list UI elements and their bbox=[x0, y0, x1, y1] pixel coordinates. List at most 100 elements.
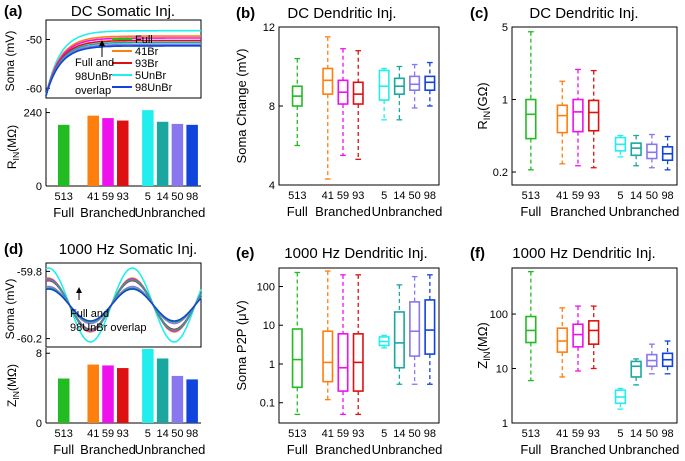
y-axis-label-text: Soma P2P (μV) bbox=[234, 300, 249, 390]
x-tick-label: 513 bbox=[288, 190, 306, 202]
y-tick-label: 12 bbox=[263, 22, 275, 34]
x-tick-label: 5 bbox=[617, 190, 623, 202]
annotation-text: Full and bbox=[70, 308, 109, 320]
trace-u14 bbox=[45, 41, 201, 96]
trace-u5 bbox=[45, 29, 201, 96]
bar-14 bbox=[156, 358, 169, 423]
y-tick-label: 5 bbox=[502, 22, 508, 34]
x-group-label: Branched bbox=[315, 442, 371, 457]
y-tick-label: 100 bbox=[257, 281, 275, 293]
y-tick-label: 240 bbox=[24, 108, 42, 120]
y-axis-label-text: Soma Change (mV) bbox=[234, 49, 249, 164]
axes-frame bbox=[278, 267, 440, 424]
iqr-box bbox=[556, 104, 568, 134]
y-axis-label-text: ZIN(MΩ) bbox=[5, 364, 21, 407]
iqr-box bbox=[424, 299, 436, 355]
bar-98 bbox=[186, 124, 198, 186]
box-93 bbox=[588, 69, 600, 169]
bar-5 bbox=[142, 110, 154, 186]
annotation-text: 98UnBr overlap bbox=[70, 322, 146, 334]
panel-letter: (e) bbox=[236, 245, 254, 262]
x-tick-label: 50 bbox=[646, 190, 658, 202]
y-label-unit: (MΩ) bbox=[5, 125, 19, 152]
x-tick-label: 98 bbox=[186, 191, 198, 203]
box-14 bbox=[393, 65, 405, 121]
y-tick-label: 0.1 bbox=[260, 398, 275, 410]
x-tick-label: 50 bbox=[408, 428, 420, 440]
panel-title: DC Dendritic Inj. bbox=[529, 5, 638, 22]
annotation-text: 98UnBr bbox=[75, 71, 113, 83]
y-label-unit: (MΩ) bbox=[5, 364, 19, 391]
box-41 bbox=[322, 270, 334, 401]
x-tick-label: 14 bbox=[393, 190, 405, 202]
axes-frame bbox=[45, 262, 202, 348]
x-group-label: Unbranched bbox=[135, 442, 206, 457]
box-14 bbox=[630, 134, 642, 167]
box-93 bbox=[352, 274, 364, 416]
x-tick-label: 98 bbox=[186, 428, 198, 440]
x-tick-label: 41 bbox=[87, 428, 99, 440]
box-5 bbox=[378, 334, 390, 349]
x-tick-label: 513 bbox=[522, 428, 540, 440]
x-tick-label: 98 bbox=[661, 428, 673, 440]
iqr-box bbox=[630, 360, 642, 378]
x-tick-label: 41 bbox=[87, 191, 99, 203]
y-axis-label-text: RIN(MΩ) bbox=[5, 125, 21, 169]
x-tick-label: 93 bbox=[588, 428, 600, 440]
x-tick-label: 98 bbox=[424, 190, 436, 202]
y-axis-label: RIN(MΩ) bbox=[5, 125, 21, 169]
y-axis-label-text: Soma (mV) bbox=[3, 279, 17, 340]
y-axis-label-text: RIN(GΩ) bbox=[475, 82, 492, 129]
iqr-box bbox=[630, 142, 642, 157]
x-tick-label: 5 bbox=[617, 428, 623, 440]
box-98 bbox=[424, 274, 436, 385]
y-tick-label: 10 bbox=[496, 364, 508, 376]
x-tick-label: 5 bbox=[381, 190, 387, 202]
y-axis-label-text: ZIN(MΩ) bbox=[475, 322, 492, 369]
y-tick-label: -60.2 bbox=[17, 334, 42, 346]
x-tick-label: 5 bbox=[145, 428, 151, 440]
x-tick-label: 59 bbox=[337, 428, 349, 440]
y-tick-label: 1 bbox=[269, 359, 275, 371]
y-tick-label: -59.8 bbox=[17, 266, 42, 278]
x-tick-label: 93 bbox=[117, 191, 129, 203]
y-tick-label: 0.2 bbox=[493, 167, 508, 179]
y-tick-label: 1 bbox=[502, 95, 508, 107]
x-tick-label: 50 bbox=[171, 428, 183, 440]
x-tick-label: 41 bbox=[556, 428, 568, 440]
bar-93 bbox=[117, 120, 129, 186]
legend-label: 5UnBr bbox=[135, 70, 167, 82]
bar-14 bbox=[156, 121, 169, 186]
y-tick-label: 0 bbox=[36, 181, 42, 193]
iqr-box bbox=[572, 323, 584, 348]
y-label-sub: IN bbox=[482, 351, 492, 360]
annotation-text: overlap bbox=[75, 85, 111, 97]
x-tick-label: 14 bbox=[630, 190, 642, 202]
bar-59 bbox=[102, 365, 114, 423]
box-513 bbox=[525, 270, 537, 382]
x-tick-label: 93 bbox=[352, 190, 364, 202]
box-513 bbox=[291, 57, 303, 147]
axes-frame bbox=[511, 267, 678, 424]
y-tick-label: 8 bbox=[269, 101, 275, 113]
y-axis-label-text: Soma (mV) bbox=[3, 31, 17, 92]
box-50 bbox=[646, 343, 658, 375]
x-group-label: Full bbox=[53, 442, 74, 457]
y-label-main: Z bbox=[475, 361, 490, 369]
iqr-box bbox=[337, 333, 349, 392]
x-tick-label: 93 bbox=[352, 428, 364, 440]
iqr-box bbox=[556, 327, 568, 353]
box-513 bbox=[525, 31, 537, 171]
x-group-label: Full bbox=[53, 205, 74, 220]
y-label-main: Z bbox=[5, 400, 19, 407]
box-513 bbox=[291, 271, 303, 416]
x-tick-label: 98 bbox=[424, 428, 436, 440]
y-axis-label: Soma (mV) bbox=[3, 31, 17, 92]
x-tick-label: 14 bbox=[630, 428, 642, 440]
x-tick-label: 513 bbox=[522, 190, 540, 202]
trace-b41 bbox=[45, 35, 201, 96]
panel-title: 1000 Hz Somatic Inj. bbox=[59, 241, 197, 258]
panel-letter: (c) bbox=[470, 5, 488, 22]
x-group-label: Full bbox=[287, 204, 308, 219]
